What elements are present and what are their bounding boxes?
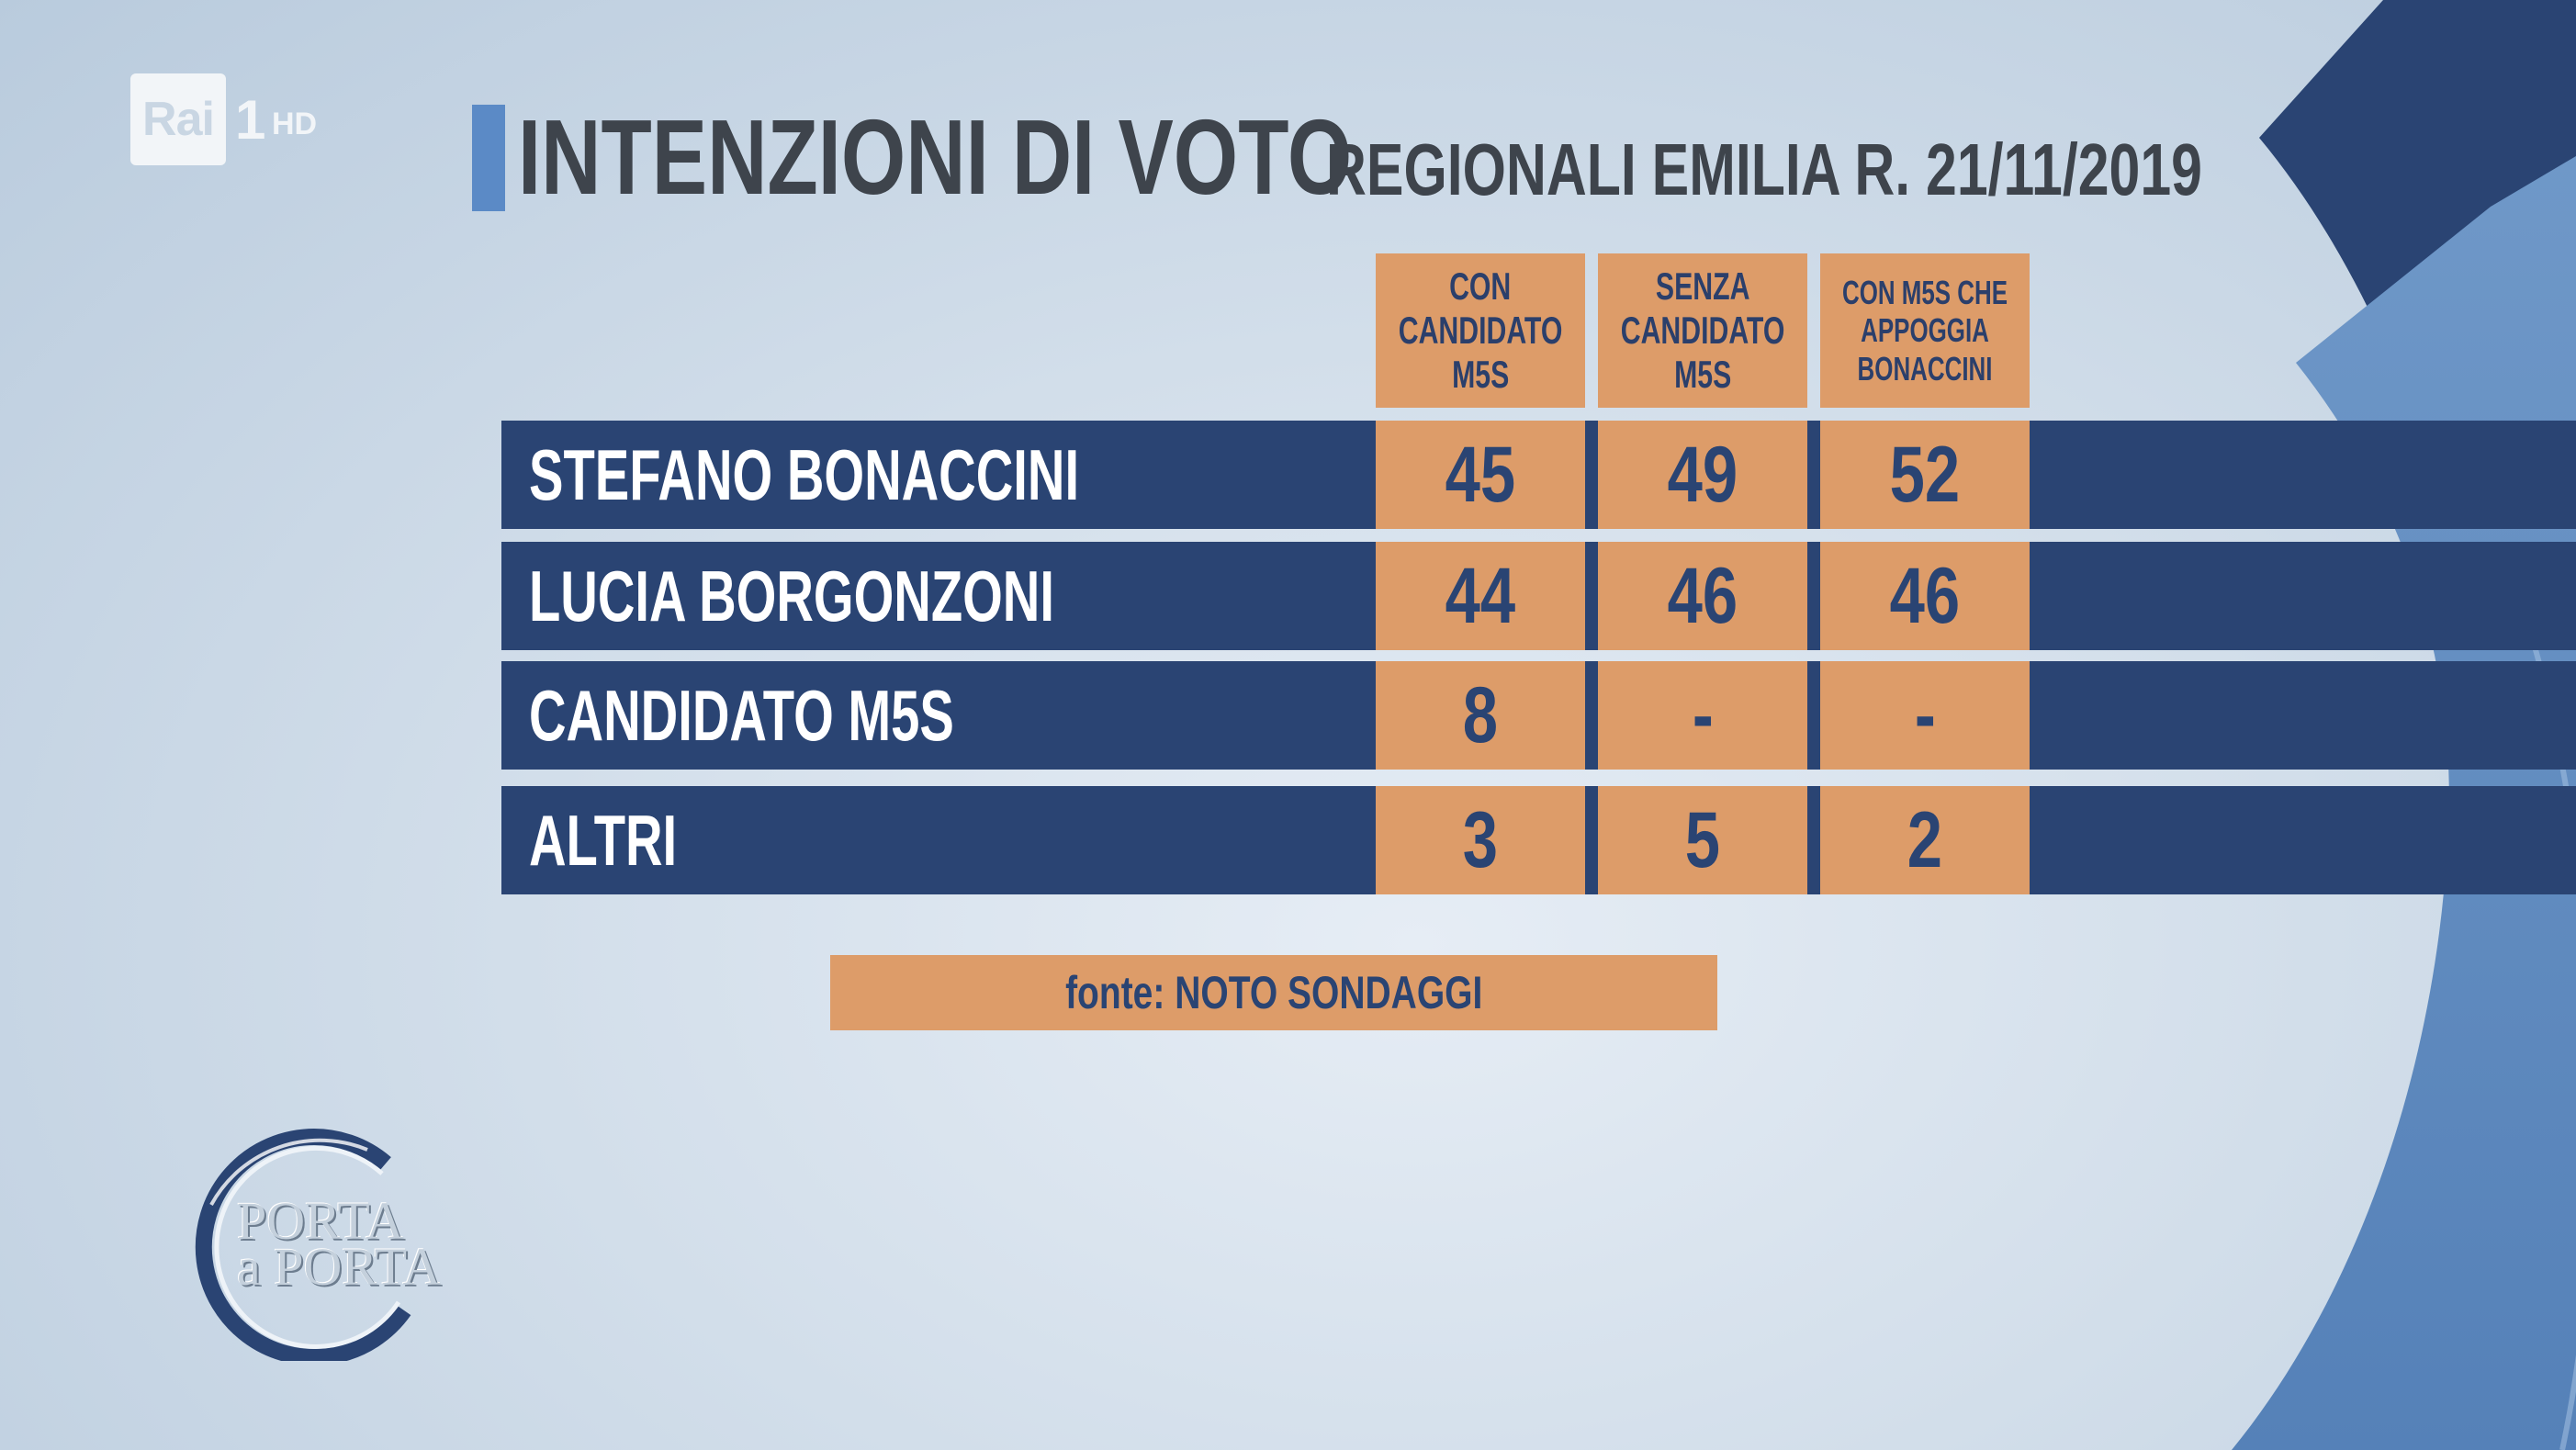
value-cell: 5 xyxy=(1598,786,1807,894)
column-header: CON M5S CHE APPOGGIA BONACCINI xyxy=(1820,253,2030,408)
row-label: CANDIDATO M5S xyxy=(529,675,954,756)
hd-badge: HD xyxy=(272,107,318,141)
column-header: SENZA CANDIDATO M5S xyxy=(1598,253,1807,408)
rai-logo: Rai xyxy=(130,73,226,165)
value-text: 49 xyxy=(1667,431,1738,519)
column-header: CON CANDIDATO M5S xyxy=(1376,253,1585,408)
column-header-line: M5S xyxy=(1673,353,1732,397)
value-text: 44 xyxy=(1445,552,1516,640)
page-title: INTENZIONI DI VOTO xyxy=(518,97,1353,217)
column-header-line: CANDIDATO xyxy=(1620,308,1785,352)
value-text: 46 xyxy=(1889,552,1961,640)
value-text: 45 xyxy=(1445,431,1516,519)
porta-a-porta-logo-icon xyxy=(195,1129,411,1361)
value-text: 46 xyxy=(1667,552,1738,640)
value-text: - xyxy=(1914,671,1936,759)
value-text: 5 xyxy=(1684,796,1721,884)
value-cell: 46 xyxy=(1820,542,2030,650)
value-text: 8 xyxy=(1462,671,1499,759)
row-label: ALTRI xyxy=(529,800,678,881)
source-text: fonte: NOTO SONDAGGI xyxy=(1064,967,1483,1018)
value-cell: 44 xyxy=(1376,542,1585,650)
row-label: STEFANO BONACCINI xyxy=(529,434,1080,515)
value-cell: 2 xyxy=(1820,786,2030,894)
source-box: fonte: NOTO SONDAGGI xyxy=(830,955,1717,1030)
show-logo-line2: a PORTA xyxy=(237,1237,442,1297)
value-cell: 52 xyxy=(1820,421,2030,529)
value-text: 3 xyxy=(1462,796,1499,884)
value-cell: 49 xyxy=(1598,421,1807,529)
channel-number: 1 xyxy=(235,89,266,151)
column-header-line: CANDIDATO xyxy=(1398,308,1563,352)
row-label: LUCIA BORGONZONI xyxy=(529,556,1054,636)
value-cell: 3 xyxy=(1376,786,1585,894)
column-header-line: APPOGGIA xyxy=(1861,311,1989,350)
column-header-line: BONACCINI xyxy=(1857,349,1993,388)
column-header-line: CON xyxy=(1449,264,1512,308)
column-header-line: CON M5S CHE xyxy=(1841,273,2008,311)
value-cell: 45 xyxy=(1376,421,1585,529)
column-header-line: SENZA xyxy=(1655,264,1750,308)
show-logo-line1: PORTA xyxy=(237,1191,405,1251)
value-cell: - xyxy=(1598,661,1807,770)
value-text: 2 xyxy=(1907,796,1943,884)
value-cell: 8 xyxy=(1376,661,1585,770)
rai-logo-text: Rai xyxy=(142,93,215,146)
value-text: 52 xyxy=(1889,431,1961,519)
value-text: - xyxy=(1692,671,1714,759)
value-cell: - xyxy=(1820,661,2030,770)
column-header-line: M5S xyxy=(1451,353,1510,397)
value-cell: 46 xyxy=(1598,542,1807,650)
page-subtitle: REGIONALI EMILIA R. 21/11/2019 xyxy=(1326,129,2202,210)
title-accent-bar xyxy=(472,105,505,211)
